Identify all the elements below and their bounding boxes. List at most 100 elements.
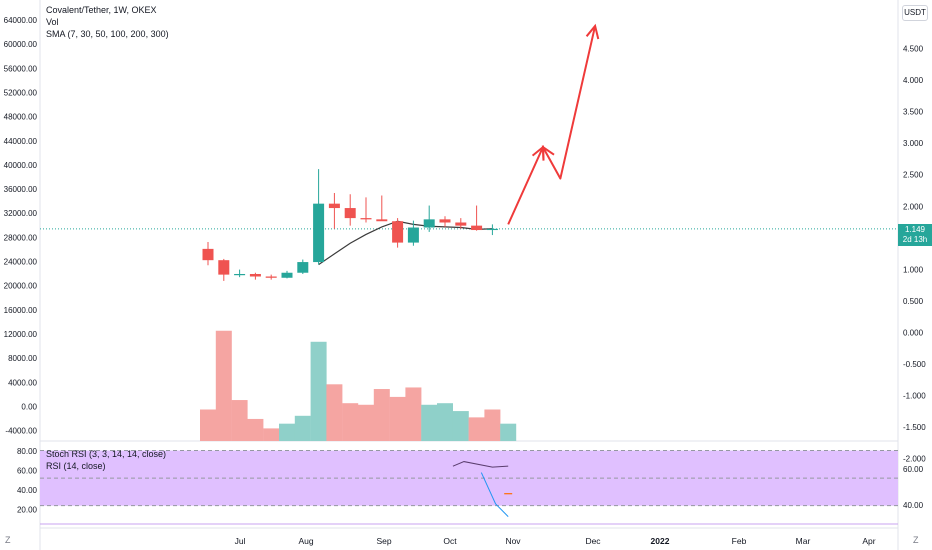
time-axis-tick: Aug bbox=[298, 536, 313, 546]
volume-bar bbox=[484, 409, 501, 441]
stoch-k-series bbox=[480, 472, 509, 518]
candle-body bbox=[344, 208, 356, 219]
time-axis-tick: Oct bbox=[443, 536, 457, 546]
candle-body bbox=[439, 219, 451, 223]
volume-bar bbox=[421, 404, 438, 441]
volume-histogram bbox=[200, 330, 517, 441]
time-axis-tick: Feb bbox=[732, 536, 747, 546]
volume-bar bbox=[294, 415, 311, 441]
candle-body bbox=[486, 228, 498, 231]
candle-body bbox=[265, 276, 277, 278]
left-axis-tick: 32000.00 bbox=[4, 209, 38, 218]
right-axis-tick: -1.500 bbox=[903, 423, 926, 432]
rsi-left-tick: 80.00 bbox=[17, 447, 38, 456]
sma-line bbox=[318, 220, 493, 266]
left-axis-tick: 64000.00 bbox=[4, 16, 38, 25]
symbol-legend[interactable]: Covalent/Tether, 1W, OKEX bbox=[46, 5, 157, 15]
left-axis-tick: 44000.00 bbox=[4, 137, 38, 146]
volume-bar bbox=[200, 409, 216, 441]
left-axis-tick: 24000.00 bbox=[4, 258, 38, 267]
right-axis-tick: -2.000 bbox=[903, 455, 926, 464]
volume-bar bbox=[342, 403, 359, 441]
time-axis-tick: Nov bbox=[505, 536, 521, 546]
stoch-rsi-legend[interactable]: Stoch RSI (3, 3, 14, 14, close) bbox=[46, 449, 167, 459]
volume-bar bbox=[310, 341, 327, 441]
rsi-pane bbox=[40, 450, 898, 525]
candle-body bbox=[360, 218, 372, 220]
right-axis-tick: 4.000 bbox=[903, 76, 924, 85]
volume-bar bbox=[389, 396, 406, 441]
zoom-left-icon[interactable]: Z bbox=[5, 535, 11, 545]
time-axis-tick: Jul bbox=[235, 536, 246, 546]
candle-body bbox=[423, 219, 435, 228]
left-axis-tick: 16000.00 bbox=[4, 306, 38, 315]
volume-bar bbox=[373, 389, 390, 441]
rsi-left-tick: 40.00 bbox=[17, 486, 38, 495]
rsi-right-tick: 40.00 bbox=[903, 501, 924, 510]
candle-body bbox=[297, 262, 309, 273]
rsi-left-tick: 20.00 bbox=[17, 506, 38, 515]
volume-bar bbox=[358, 404, 374, 441]
right-axis-tick: 0.000 bbox=[903, 328, 924, 337]
right-axis-tick: 1.000 bbox=[903, 265, 924, 274]
volume-bar bbox=[279, 423, 295, 441]
zoom-right-icon[interactable]: Z bbox=[913, 535, 919, 545]
volume-bar bbox=[500, 423, 517, 441]
candle-body bbox=[407, 227, 419, 243]
left-axis-tick: -4000.00 bbox=[5, 427, 37, 436]
left-axis-tick: 0.00 bbox=[21, 402, 37, 411]
candle-body bbox=[328, 203, 340, 209]
currency-selector[interactable]: USDT bbox=[902, 5, 928, 21]
left-axis-tick: 40000.00 bbox=[4, 161, 38, 170]
time-axis-tick: Mar bbox=[796, 536, 811, 546]
left-axis-tick: 20000.00 bbox=[4, 282, 38, 291]
candle-body bbox=[234, 273, 246, 276]
left-axis-tick: 12000.00 bbox=[4, 330, 38, 339]
volume-bar bbox=[437, 403, 453, 441]
time-axis-tick: Apr bbox=[862, 536, 875, 546]
right-axis-tick: -1.000 bbox=[903, 392, 926, 401]
left-axis-tick: 60000.00 bbox=[4, 40, 38, 49]
volume-bar bbox=[215, 330, 232, 441]
projection-path bbox=[507, 25, 597, 225]
candle-body bbox=[218, 260, 230, 275]
rsi-legend[interactable]: RSI (14, close) bbox=[46, 461, 106, 471]
time-axis-tick: Sep bbox=[376, 536, 391, 546]
candle-body bbox=[471, 225, 483, 231]
left-axis-tick: 48000.00 bbox=[4, 113, 38, 122]
projection-arrow bbox=[507, 23, 600, 225]
right-axis-tick: -0.500 bbox=[903, 360, 926, 369]
rsi-left-tick: 60.00 bbox=[17, 467, 38, 476]
volume-bar bbox=[326, 384, 343, 441]
candle-body bbox=[202, 248, 214, 261]
time-axis-tick: Dec bbox=[585, 536, 601, 546]
sma-legend[interactable]: SMA (7, 30, 50, 100, 200, 300) bbox=[46, 29, 169, 39]
right-axis-tick: 3.500 bbox=[903, 108, 924, 117]
right-axis-tick: 3.000 bbox=[903, 139, 924, 148]
price-countdown: 2d 13h bbox=[902, 235, 928, 244]
candle-body bbox=[376, 219, 388, 222]
rsi-series bbox=[452, 461, 509, 468]
arrow-head bbox=[585, 23, 600, 40]
candle-body bbox=[281, 272, 293, 278]
vol-legend[interactable]: Vol bbox=[46, 17, 59, 27]
left-axis-tick: 36000.00 bbox=[4, 185, 38, 194]
rsi-right-tick: 60.00 bbox=[903, 465, 924, 474]
left-axis-tick: 52000.00 bbox=[4, 88, 38, 97]
volume-bar bbox=[468, 417, 485, 441]
last-price-tag: 1.149 2d 13h bbox=[898, 224, 932, 246]
right-axis-tick: 2.000 bbox=[903, 202, 924, 211]
candle-body bbox=[392, 221, 404, 243]
candle-body bbox=[313, 203, 325, 263]
right-axis-tick: 0.500 bbox=[903, 297, 924, 306]
left-axis-tick: 28000.00 bbox=[4, 233, 38, 242]
arrow-head bbox=[541, 145, 555, 161]
left-axis-tick: 4000.00 bbox=[8, 378, 37, 387]
volume-bar bbox=[405, 387, 422, 441]
volume-bar bbox=[452, 411, 469, 441]
last-price-value: 1.149 bbox=[904, 225, 926, 234]
volume-bar bbox=[247, 418, 264, 441]
candlesticks bbox=[202, 169, 498, 281]
right-axis-tick: 2.500 bbox=[903, 171, 924, 180]
